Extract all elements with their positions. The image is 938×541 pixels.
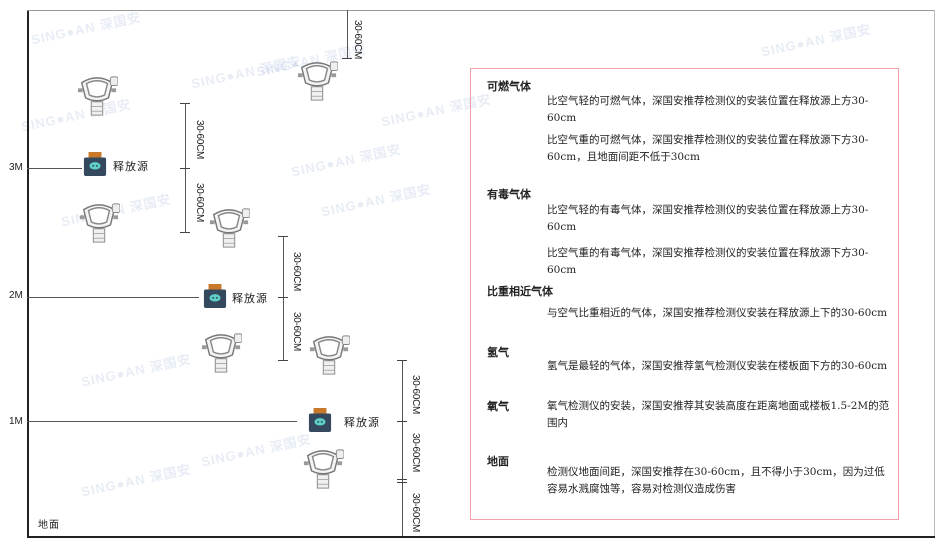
dimension-line: [347, 10, 348, 58]
ground-title: 地面: [487, 455, 509, 468]
toxic-heavy-text: 比空气重的有毒气体，深国安推荐检测仪的安装位置在释放源下方30-60cm: [547, 247, 869, 276]
level-3m: 3M: [9, 162, 23, 173]
installation-guide-box: 可燃气体 比空气轻的可燃气体，深国安推荐检测仪的安装位置在释放源上方30-60c…: [470, 68, 899, 520]
oxygen-title: 氧气: [487, 400, 509, 413]
toxic-light-text: 比空气轻的有毒气体，深国安推荐检测仪的安装位置在释放源上方30-60cm: [547, 204, 869, 233]
level-3m-line: [27, 168, 82, 169]
gas-detector-icon: [78, 200, 120, 246]
level-1m: 1M: [9, 416, 23, 427]
gas-detector-icon: [200, 330, 242, 376]
release-source-label: 释放源: [232, 292, 268, 305]
right-line: [934, 10, 935, 537]
release-source-icon: [203, 284, 227, 308]
dimension-line: [402, 360, 403, 536]
gas-detector-icon: [308, 332, 350, 378]
release-source-label: 释放源: [113, 160, 149, 173]
similar-title: 比重相近气体: [487, 285, 553, 298]
combustible-light-text: 比空气轻的可燃气体，深国安推荐检测仪的安装位置在释放源上方30-60cm: [547, 95, 869, 124]
dimension-label: 30-60CM: [410, 375, 421, 415]
similar-text: 与空气比重相近的气体，深国安推荐检测仪安装在释放源上下的30-60cm: [547, 307, 888, 319]
level-1m-line: [27, 421, 297, 422]
release-source-icon: [83, 152, 107, 176]
release-source-label: 释放源: [344, 416, 380, 429]
gas-detector-icon: [208, 205, 250, 251]
wall-line: [27, 10, 29, 537]
hydrogen-text: 氢气是最轻的气体，深国安推荐氢气检测仪安装在楼板面下方的30-60cm: [547, 360, 888, 372]
ground-line: [27, 536, 935, 538]
dimension-label: 30-60CM: [194, 120, 205, 160]
dimension-label: 30-60CM: [291, 252, 302, 292]
gas-detector-icon: [302, 446, 344, 492]
dimension-label: 30-60CM: [291, 312, 302, 352]
level-2m-line: [27, 297, 199, 298]
oxygen-text: 氧气检测仪的安装，深国安推荐其安装高度在距离地面或楼板1.5-2M的范围内: [547, 400, 890, 429]
dimension-label: 30-60CM: [410, 433, 421, 473]
level-2m: 2M: [9, 290, 23, 301]
ground-text: 检测仪地面间距，深国安推荐在30-60cm，且不得小于30cm，因为过低容易水溅…: [547, 466, 885, 495]
ceiling-line: [27, 10, 935, 11]
dimension-label: 30-60CM: [410, 493, 421, 533]
combustible-heavy-text: 比空气重的可燃气体，深国安推荐检测仪的安装位置在释放源下方30-60cm，且地面…: [547, 134, 869, 163]
combustible-title: 可燃气体: [487, 80, 531, 93]
dimension-line: [283, 236, 284, 360]
ground-label: 地面: [38, 520, 60, 531]
hydrogen-title: 氢气: [487, 346, 509, 359]
release-source-icon: [308, 408, 332, 432]
gas-detector-icon: [76, 73, 118, 119]
toxic-title: 有毒气体: [487, 188, 531, 201]
dimension-label: 30-60CM: [352, 20, 363, 60]
gas-detector-icon: [296, 58, 338, 104]
dimension-label: 30-60CM: [194, 183, 205, 223]
